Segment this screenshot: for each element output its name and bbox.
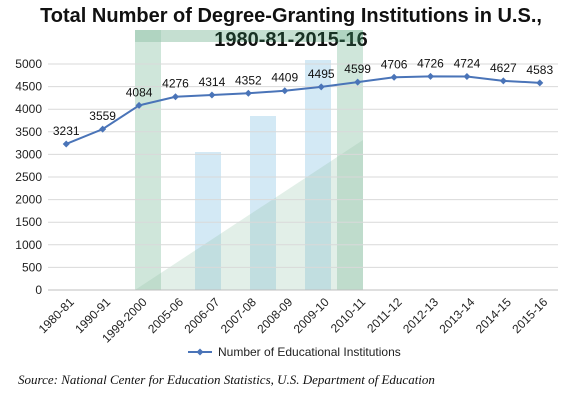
y-tick-label: 500	[22, 260, 42, 274]
x-tick-label: 2008-09	[254, 295, 295, 336]
y-tick-label: 1500	[15, 215, 42, 229]
y-tick-label: 3000	[15, 147, 42, 161]
data-point	[172, 93, 179, 101]
x-tick-label: 2010-11	[328, 295, 369, 336]
data-point	[135, 101, 143, 109]
y-tick-label: 1000	[15, 238, 42, 252]
legend-label: Number of Educational Institutions	[218, 345, 401, 359]
data-point	[499, 77, 507, 85]
y-tick-label: 5000	[15, 57, 42, 71]
data-labels: 3231 3559 4084 4276 4314 4352 4409 4495 4599 4706…	[53, 56, 554, 138]
chart-title-line-2: 1980-81-2015-16	[0, 28, 582, 52]
series-number-of-educational-institutions	[62, 72, 544, 148]
y-axis: 0 500 1000 1500 2000 2500 3000 3500 4000 4500 5000	[15, 57, 42, 297]
data-label: 4599	[344, 62, 371, 76]
data-point	[354, 78, 362, 86]
data-point	[62, 140, 70, 148]
data-point	[463, 72, 471, 80]
x-tick-label: 2005-06	[145, 295, 186, 336]
y-tick-label: 2500	[15, 170, 42, 184]
data-point	[208, 91, 216, 99]
source-note: Source: National Center for Education St…	[18, 372, 435, 387]
data-label: 4495	[308, 67, 335, 81]
x-tick-label: 2013-14	[436, 295, 477, 336]
x-tick-label: 2009-10	[291, 295, 332, 336]
x-tick-label: 2011-12	[364, 295, 405, 336]
legend: Number of Educational Institutions	[188, 345, 401, 359]
data-label: 3559	[89, 109, 116, 123]
data-label: 4352	[235, 73, 262, 87]
data-label: 4724	[454, 56, 481, 70]
chart-title-line-1: Total Number of Degree-Granting Institut…	[40, 5, 542, 27]
y-tick-label: 2000	[15, 193, 42, 207]
x-tick-label: 2012-13	[400, 295, 441, 336]
x-tick-label: 2006-07	[181, 295, 222, 336]
legend-marker	[196, 348, 204, 356]
data-point	[390, 73, 398, 81]
data-point	[244, 89, 252, 97]
series-line	[65, 75, 540, 145]
data-point	[99, 125, 107, 133]
x-tick-label: 2007-08	[218, 295, 259, 336]
data-label: 3231	[53, 124, 80, 138]
data-label: 4583	[526, 63, 553, 77]
data-point	[317, 83, 325, 91]
data-label: 4276	[162, 77, 189, 91]
data-label: 4706	[381, 57, 408, 71]
x-axis: 1980-811990-911999-20002005-062006-07200…	[36, 289, 558, 346]
x-tick-label: 2015-16	[509, 295, 550, 336]
y-tick-label: 0	[35, 283, 42, 297]
x-tick-label: 2014-15	[473, 295, 514, 336]
y-tick-label: 4500	[15, 80, 42, 94]
data-point	[281, 87, 289, 95]
y-tick-label: 3500	[15, 125, 42, 139]
data-label: 4409	[271, 71, 298, 85]
data-label: 4627	[490, 61, 517, 75]
data-point	[427, 72, 434, 80]
data-label: 4726	[417, 56, 444, 70]
x-tick-label: 1980-81	[36, 295, 77, 336]
data-label: 4314	[199, 75, 226, 89]
data-point	[536, 79, 544, 87]
y-tick-label: 4000	[15, 102, 42, 116]
data-label: 4084	[126, 85, 153, 99]
